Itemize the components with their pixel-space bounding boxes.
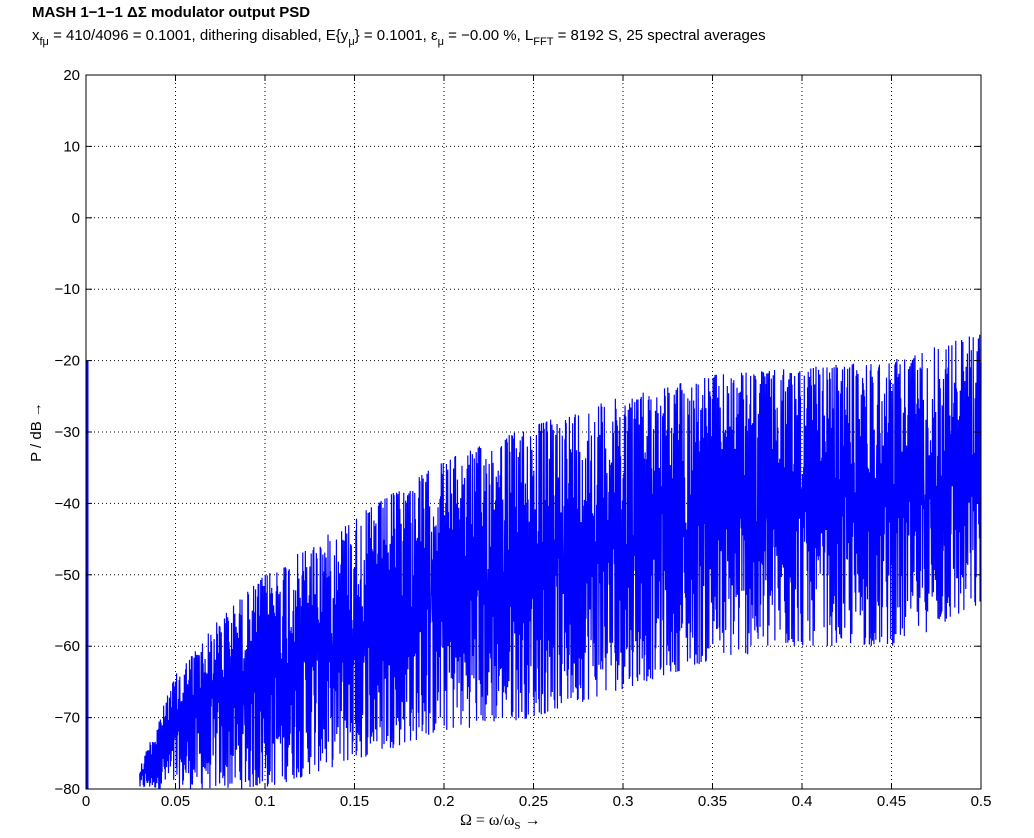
x-axis-label-arrow: → [520,812,541,829]
chart-title: MASH 1−1−1 ΔΣ modulator output PSD [32,4,311,21]
x-tick-label: 0.05 [161,793,190,810]
y-tick-label: −10 [55,281,80,298]
chart-subtitle: xfμ = 410/4096 = 0.1001, dithering disab… [32,24,766,48]
x-tick-label: 0.5 [971,793,992,810]
x-tick-label: 0.45 [877,793,906,810]
x-tick-label: 0.1 [255,793,276,810]
y-tick-label: −60 [55,638,80,655]
subtitle-e-equation: } = 0.1001, ε [354,27,438,44]
y-tick-label: −20 [55,353,80,370]
x-tick-label: 0.35 [698,793,727,810]
y-tick-label: −40 [55,495,80,512]
subtitle-e-subscript: μ [348,36,355,48]
y-tick-label: −80 [55,781,80,798]
psd-line [139,334,982,789]
y-tick-label: −50 [55,567,80,584]
subtitle-x-symbol: x [32,27,40,44]
subtitle-x-equation: = 410/4096 = 0.1001, dithering disabled,… [48,27,349,44]
y-tick-label: 20 [63,67,80,84]
x-tick-label: 0.25 [519,793,548,810]
x-tick-label: 0.3 [613,793,634,810]
psd-series [85,334,982,789]
y-tick-label: 10 [63,138,80,155]
y-tick-label: 0 [72,210,80,227]
y-axis-label: P / dB → [28,402,45,462]
x-tick-label: 0.15 [340,793,369,810]
subtitle-eps-subscript: μ [437,36,445,48]
x-tick-label: 0.2 [434,793,455,810]
x-axis-label: Ω = ω/ωS → [460,812,541,832]
axis-ticks: 0 0.05 0.1 0.15 0.2 0.25 0.3 0.35 0.4 0.45 0.5 −80 −… [55,67,992,810]
x-tick-label: 0 [82,793,90,810]
subtitle-eps-equation: = −0.00 %, L [444,27,534,44]
subtitle-l-equation: = 8192 S, 25 spectral averages [553,27,766,44]
y-tick-label: −30 [55,424,80,441]
x-axis-label-subscript: S [514,820,521,832]
subtitle-x-subscript: fμ [39,36,49,48]
x-tick-label: 0.4 [792,793,813,810]
x-axis-label-text: Ω = ω/ω [460,812,515,829]
y-tick-label: −70 [55,710,80,727]
subtitle-l-subscript: FFT [533,36,554,48]
